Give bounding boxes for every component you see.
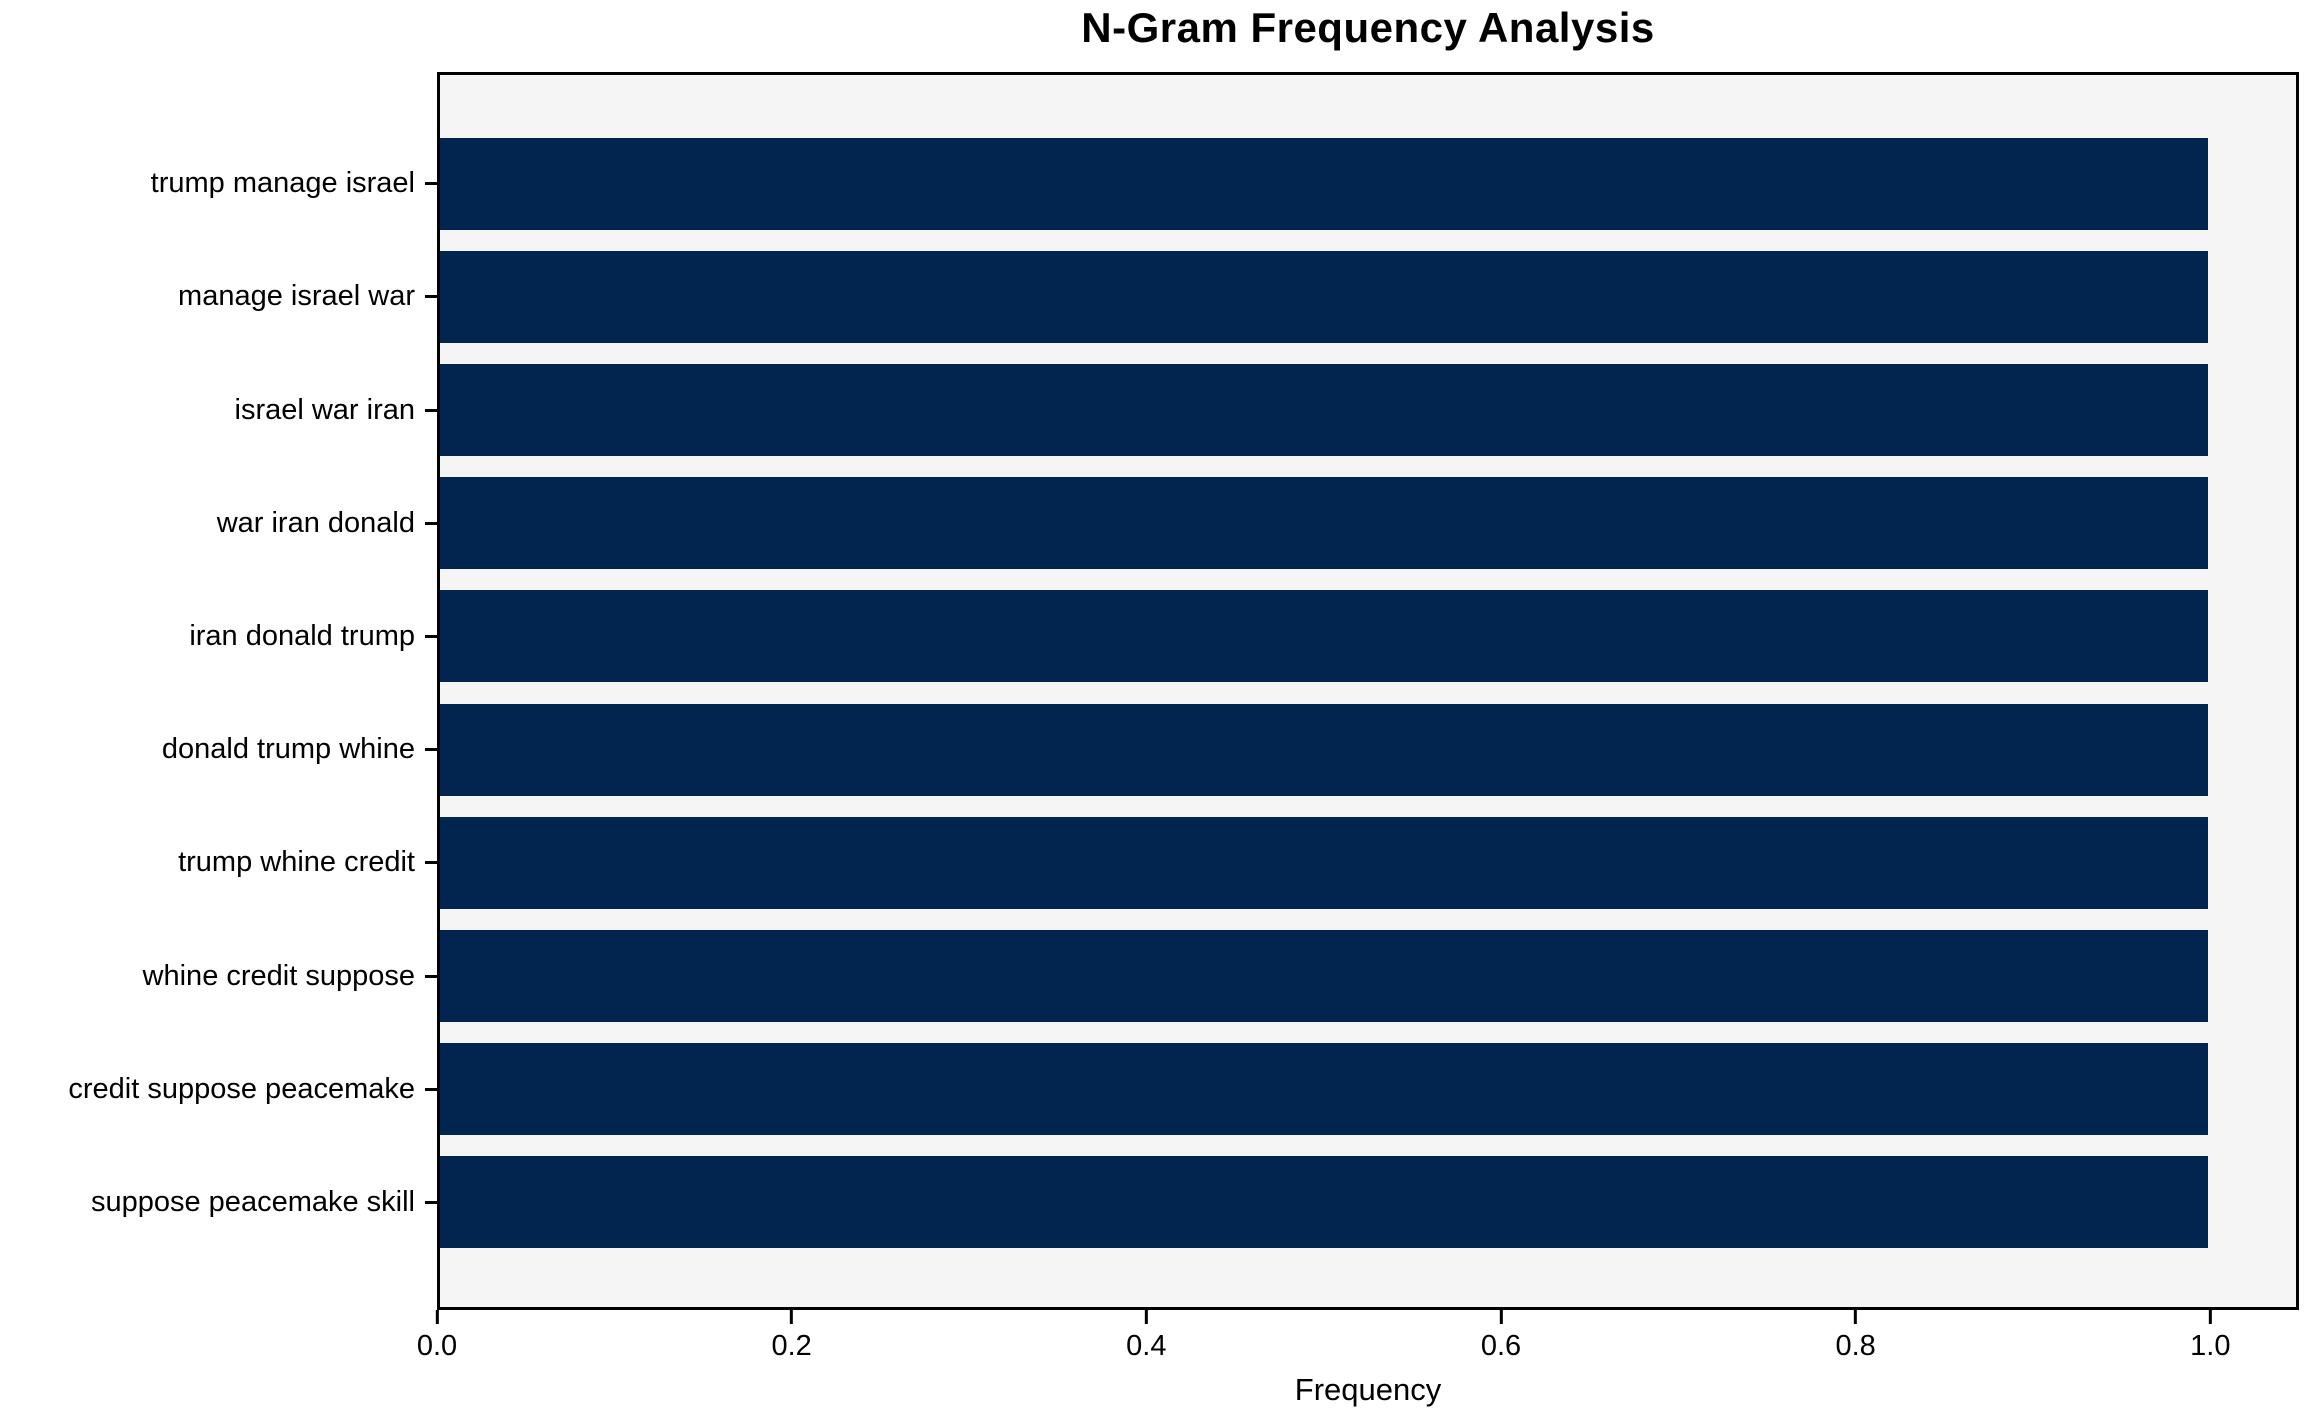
y-tick-label: credit suppose peacemake: [68, 1072, 415, 1105]
x-tick: 0.2: [771, 1310, 812, 1363]
bar-manage-israel-war: [440, 250, 2208, 343]
chart-title: N-Gram Frequency Analysis: [1081, 4, 1655, 51]
x-tick-label: 0.2: [771, 1330, 812, 1362]
y-tick-label: trump whine credit: [178, 846, 415, 879]
x-tick-mark: [1499, 1310, 1503, 1324]
x-tick-label: 0.0: [416, 1330, 458, 1362]
bar-donald-trump-whine: [440, 703, 2208, 796]
y-tick-mark: [425, 182, 437, 186]
y-label-row: israel war iran: [0, 353, 437, 466]
y-tick-mark: [425, 1200, 437, 1204]
y-tick-mark: [425, 295, 437, 299]
y-tick-label: donald trump whine: [161, 733, 415, 766]
y-label-row: donald trump whine: [0, 693, 437, 806]
x-tick-label: 0.8: [1835, 1330, 1876, 1362]
x-tick: 0.4: [1126, 1310, 1166, 1363]
x-tick-label: 1.0: [2190, 1330, 2231, 1362]
x-tick: 0.8: [1835, 1310, 1876, 1363]
bar-row: [440, 467, 2296, 580]
bar-row: [440, 919, 2296, 1032]
x-tick-mark: [435, 1310, 439, 1324]
y-label-row: trump manage israel: [0, 127, 437, 240]
bar-israel-war-iran: [440, 364, 2208, 456]
bar-row: [440, 127, 2296, 240]
y-tick-label: iran donald trump: [189, 619, 415, 652]
y-label-row: manage israel war: [0, 240, 437, 353]
y-label-row: whine credit suppose: [0, 919, 437, 1032]
bar-war-iran-donald: [440, 477, 2208, 570]
bar-row: [440, 580, 2296, 693]
x-tick-mark: [2208, 1310, 2212, 1324]
y-tick-label: israel war iran: [234, 393, 416, 426]
bar-iran-donald-trump: [440, 590, 2208, 683]
y-label-row: credit suppose peacemake: [0, 1033, 437, 1146]
y-tick-mark: [425, 974, 437, 978]
bar-row: [440, 1033, 2296, 1146]
y-tick-mark: [425, 408, 437, 412]
y-tick-mark: [425, 1087, 437, 1091]
y-tick-mark: [425, 861, 437, 865]
x-tick: 0.6: [1481, 1310, 1521, 1363]
y-axis-labels: trump manage israel manage israel war isra…: [0, 72, 437, 1310]
bar-trump-manage-israel: [440, 137, 2208, 230]
bar-row: [440, 1146, 2296, 1259]
y-label-row: iran donald trump: [0, 580, 437, 693]
y-label-row: trump whine credit: [0, 806, 437, 919]
bar-credit-suppose-peacemake: [440, 1043, 2208, 1136]
x-axis-title: Frequency: [1294, 1372, 1442, 1407]
x-tick: 1.0: [2190, 1310, 2230, 1363]
x-tick-mark: [790, 1310, 794, 1324]
y-tick-label: war iran donald: [216, 506, 415, 539]
x-tick-label: 0.4: [1126, 1330, 1167, 1362]
y-tick-mark: [425, 521, 437, 525]
bar-row: [440, 806, 2296, 919]
x-tick-mark: [1144, 1310, 1148, 1324]
y-label-row: war iran donald: [0, 467, 437, 580]
bar-trump-whine-credit: [440, 816, 2208, 909]
bar-row: [440, 353, 2296, 466]
plot-area: [437, 72, 2299, 1310]
y-tick-mark: [425, 748, 437, 752]
x-tick-label: 0.6: [1480, 1330, 1522, 1362]
y-tick-mark: [425, 634, 437, 638]
x-tick-mark: [1854, 1310, 1858, 1324]
bar-suppose-peacemake-skill: [440, 1156, 2208, 1249]
bar-row: [440, 240, 2296, 353]
y-tick-label: trump manage israel: [150, 167, 415, 200]
y-tick-label: suppose peacemake skill: [90, 1185, 415, 1218]
y-tick-label: whine credit suppose: [142, 959, 415, 992]
x-axis-ticks: 0.0 0.2 0.4 0.6 0.8 1.0: [417, 1310, 2299, 1372]
y-label-row: suppose peacemake skill: [0, 1146, 437, 1259]
bar-row: [440, 693, 2296, 806]
y-tick-label: manage israel war: [178, 280, 415, 313]
bar-whine-credit-suppose: [440, 930, 2208, 1023]
x-tick: 0.0: [417, 1310, 457, 1363]
